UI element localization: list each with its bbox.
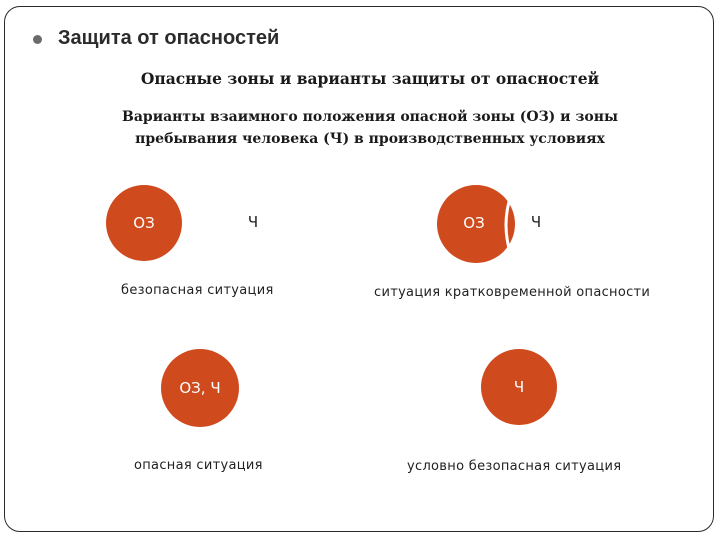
danger-zone-label: ОЗ bbox=[463, 214, 485, 232]
danger-zone-label: ОЗ, Ч bbox=[179, 379, 221, 397]
danger-zone-circle bbox=[106, 185, 182, 261]
slide-heading: Защита от опасностей bbox=[58, 27, 280, 49]
scenario-caption: опасная ситуация bbox=[134, 458, 263, 473]
scenario-caption: условно безопасная ситуация bbox=[407, 459, 622, 474]
human-zone-label: Ч bbox=[530, 213, 542, 231]
scenario-caption: ситуация кратковременной опасности bbox=[374, 285, 651, 300]
slide-subheading: Опасные зоны и варианты защиты от опасно… bbox=[140, 69, 600, 88]
human-zone-circle bbox=[481, 349, 557, 425]
danger-zone-circle bbox=[161, 349, 239, 427]
description-line-1: Варианты взаимного положения опасной зон… bbox=[122, 109, 618, 125]
zone-boundary-arc bbox=[504, 186, 516, 264]
slide-description: Варианты взаимного положения опасной зон… bbox=[80, 106, 660, 150]
danger-zone-circle bbox=[437, 185, 515, 263]
human-zone-label: Ч bbox=[513, 378, 525, 396]
scenario-caption: безопасная ситуация bbox=[121, 283, 274, 298]
description-line-2: пребывания человека (Ч) в производственн… bbox=[135, 131, 605, 147]
bullet-icon bbox=[33, 35, 42, 44]
danger-zone-label: ОЗ bbox=[133, 214, 155, 232]
slide-frame bbox=[4, 6, 714, 532]
human-zone-label: Ч bbox=[247, 213, 259, 231]
